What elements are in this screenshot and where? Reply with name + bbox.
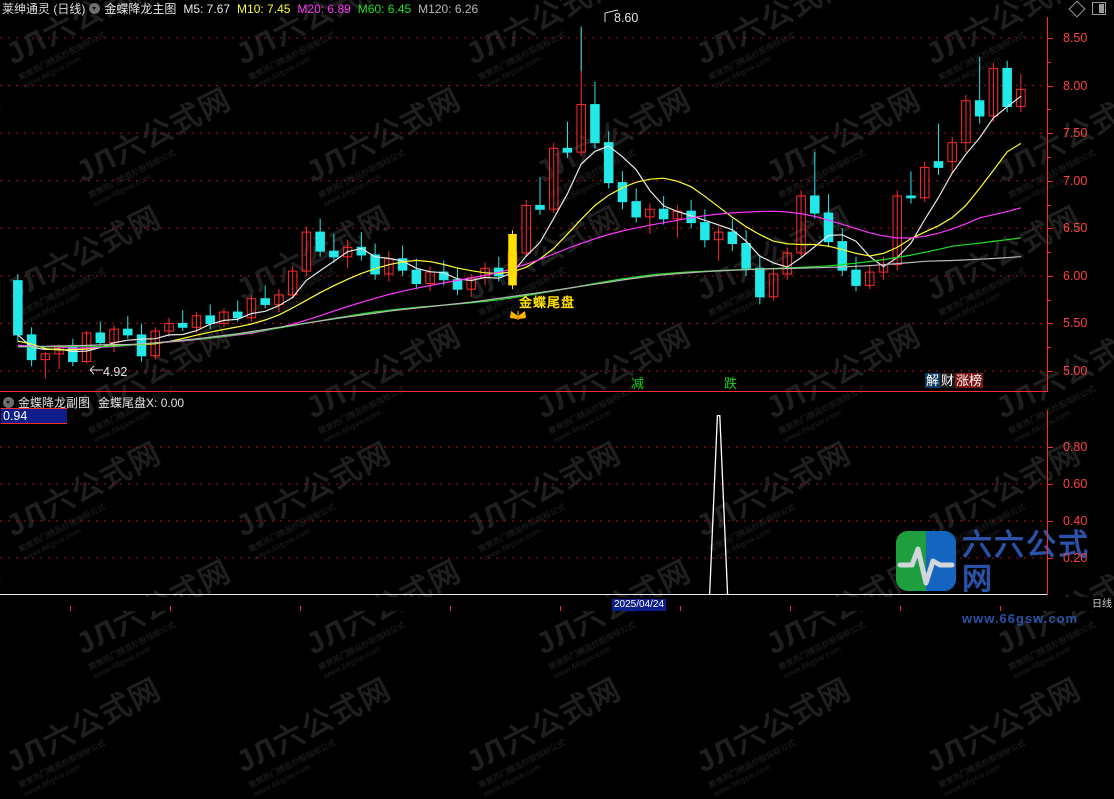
sub-indicator-name[interactable]: 金蝶降龙副图 (18, 396, 91, 410)
price-axis-label: 8.00 (1063, 78, 1088, 93)
statusbar-tick (560, 606, 561, 611)
price-axis-tick (1047, 37, 1053, 39)
sub-axis: 0.80 0.60 0.40 0.20 (1047, 410, 1114, 595)
price-axis-label: 8.50 (1063, 30, 1088, 45)
header-icon-group (1068, 0, 1106, 17)
sub-axis-label: 0.40 (1063, 514, 1088, 528)
chevron-down-circle-icon[interactable] (89, 3, 101, 14)
price-axis: 8.50 8.00 7.50 7.00 6.50 6.00 5.50 5.00 (1047, 17, 1114, 392)
ma-value-m20: M20: 6.89 (297, 1, 351, 16)
sub-chart-canvas (0, 414, 1047, 595)
price-chart-canvas (0, 26, 1047, 379)
sub-chart-panel[interactable] (0, 410, 1047, 595)
statusbar-tick (900, 606, 901, 611)
symbol-title: 莱绅通灵 (日线) (2, 2, 86, 16)
price-axis-minor-tick (1047, 204, 1051, 206)
sub-axis-tick (1047, 447, 1053, 448)
statusbar-tick (170, 606, 171, 611)
ranking-tag-2: 涨榜 (955, 373, 984, 388)
price-axis-minor-tick (1047, 299, 1051, 301)
logo-url: www.66gsw.com (962, 611, 1079, 626)
ma-value-m10: M10: 7.45 (237, 1, 291, 16)
subchart-bottom-rule (0, 594, 1047, 595)
statusbar-tick (680, 606, 681, 611)
low-price-annotation: 4.92 (103, 365, 128, 379)
sub-axis-tick (1047, 558, 1053, 559)
sub-current-value-badge: 0.94 (1, 408, 67, 424)
sub-axis-tick (1047, 521, 1053, 522)
status-date: 2025/04/24 (612, 599, 667, 611)
panel-icon[interactable] (1092, 2, 1106, 15)
statusbar-tick (70, 606, 71, 611)
ranking-tag-1: 财 (940, 373, 956, 388)
price-axis-line (1047, 17, 1048, 392)
ma-value-m60: M60: 6.45 (357, 1, 412, 16)
butterfly-icon (510, 311, 526, 320)
ma-value-m120: M120: 6.26 (418, 1, 479, 16)
price-axis-minor-tick (1047, 347, 1051, 349)
indicator-name[interactable]: 金蝶降龙主图 (104, 2, 177, 16)
price-axis-minor-tick (1047, 156, 1051, 158)
high-annotation-leader (604, 9, 619, 22)
chart-header: 莱绅通灵 (日线) 金蝶降龙主图 M5: 7.67 M10: 7.45 M20:… (0, 0, 1114, 17)
price-axis-tick (1047, 180, 1053, 182)
ma-value-m5: M5: 7.67 (183, 1, 231, 16)
ranking-tag-group: 解 财 涨榜 (925, 373, 984, 388)
status-period: 日线 (1092, 599, 1112, 610)
price-axis-label: 6.00 (1063, 268, 1088, 283)
price-axis-tick (1047, 85, 1053, 87)
tag-fall: 跌 (724, 376, 738, 391)
price-axis-minor-tick (1047, 109, 1051, 111)
price-axis-minor-tick (1047, 61, 1051, 63)
price-axis-tick (1047, 228, 1053, 230)
low-annotation-leader (89, 365, 103, 375)
high-price-annotation: 8.60 (614, 11, 639, 25)
price-chart-panel[interactable] (0, 17, 1047, 392)
sub-axis-line (1047, 410, 1048, 595)
price-axis-tick (1047, 371, 1053, 373)
statusbar-tick (790, 606, 791, 611)
price-axis-tick (1047, 275, 1053, 277)
price-axis-minor-tick (1047, 252, 1051, 254)
sub-indicator-value: 金蝶尾盘X: 0.00 (98, 396, 185, 410)
sub-axis-tick (1047, 484, 1053, 485)
price-axis-label: 7.00 (1063, 173, 1088, 188)
panel-separator-top (0, 391, 1047, 392)
tag-reduce: 减 (631, 376, 645, 391)
statusbar-tick (300, 606, 301, 611)
sub-axis-label: 0.80 (1063, 440, 1088, 454)
ranking-tag-0: 解 (925, 373, 941, 388)
statusbar-tick (1000, 606, 1001, 611)
price-axis-tick (1047, 323, 1053, 325)
price-axis-tick (1047, 133, 1053, 135)
sub-axis-label: 0.60 (1063, 477, 1088, 491)
price-axis-label: 5.00 (1063, 364, 1088, 379)
statusbar-tick (450, 606, 451, 611)
sub-axis-label: 0.20 (1063, 551, 1088, 565)
price-axis-label: 6.50 (1063, 221, 1088, 236)
subchart-header: 金蝶降龙副图 金蝶尾盘X: 0.00 (0, 395, 184, 410)
price-axis-label: 5.50 (1063, 316, 1088, 331)
signal-label: 金蝶尾盘 (519, 295, 576, 310)
status-bar: 2025/04/24 日线 (0, 597, 1114, 611)
price-axis-label: 7.50 (1063, 126, 1088, 141)
chevron-down-circle-icon-sub[interactable] (3, 397, 14, 408)
